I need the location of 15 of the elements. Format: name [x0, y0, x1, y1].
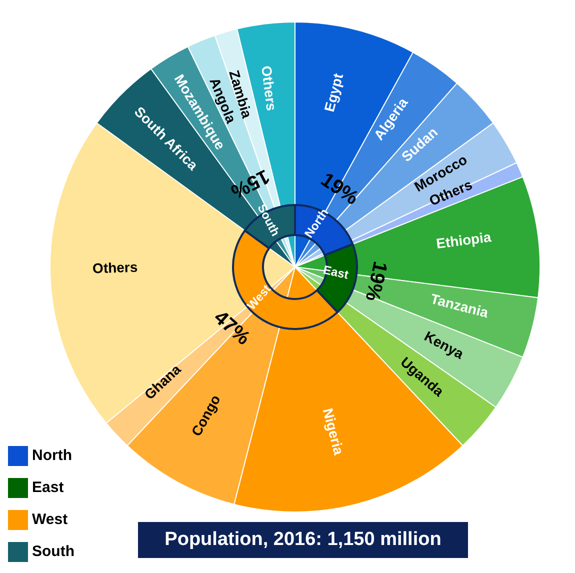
legend-label: East	[32, 479, 64, 496]
data-label: 19%	[316, 168, 362, 210]
legend-label: North	[32, 447, 72, 464]
slice-label: South	[254, 202, 283, 238]
legend-label: South	[32, 543, 74, 560]
legend-label: West	[32, 511, 68, 528]
slice-label: Ethiopia	[435, 228, 492, 252]
data-label: 19%	[360, 259, 391, 304]
data-label: 15%	[227, 164, 273, 203]
slice-label: East	[322, 262, 350, 282]
slice-label: Others	[92, 258, 138, 276]
slice-label: Nigeria	[320, 406, 348, 457]
slice-label: Others	[258, 64, 280, 112]
slice-label: Egypt	[320, 71, 346, 114]
text: Population, 2016: 1,150 million	[138, 522, 468, 558]
